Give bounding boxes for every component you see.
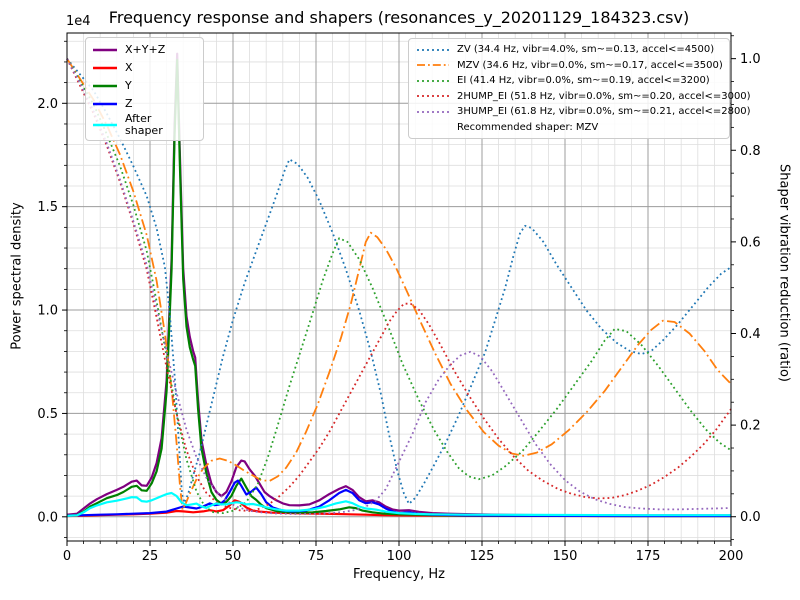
y-left-tick-label: 0.0 (37, 510, 58, 525)
legend-item-zv: ZV (34.4 Hz, vibr=4.0%, sm~=0.13, accel<… (416, 42, 722, 58)
y-axis-offset-label: 1e4 (66, 14, 91, 29)
legend-item-note: Recommended shaper: MZV (416, 120, 722, 136)
legend-item-label: After shaper (125, 112, 163, 137)
legend-psd: X+Y+Z X Y Z After shaper (85, 37, 204, 141)
x-axis-label: Frequency, Hz (352, 567, 446, 582)
legend-key (92, 99, 118, 109)
legend-key-after_shaper-line (93, 123, 117, 127)
x-tick-label: 75 (308, 549, 325, 564)
legend-key-xyz-line (93, 48, 117, 52)
y-right-tick-label: 0.4 (740, 327, 761, 342)
legend-item-label: MZV (34.6 Hz, vibr=0.0%, sm~=0.17, accel… (457, 59, 723, 71)
x-tick-label: 0 (63, 549, 71, 564)
series-3hump_ei-line (66, 58, 732, 515)
y-axis-label-left: Power spectral density (9, 202, 25, 350)
legend-key (416, 107, 450, 117)
legend-item-y: Y (92, 77, 197, 95)
legend-key-z-line (93, 102, 117, 106)
series-ei-line (66, 58, 732, 514)
x-tick-label: 125 (470, 549, 495, 564)
x-tick-label: 200 (719, 549, 744, 564)
legend-key (416, 45, 450, 55)
legend-item-mzv: MZV (34.6 Hz, vibr=0.0%, sm~=0.17, accel… (416, 58, 723, 74)
legend-shapers: ZV (34.4 Hz, vibr=4.0%, sm~=0.13, accel<… (408, 38, 751, 139)
legend-key-x-line (93, 66, 117, 70)
legend-key (416, 91, 450, 101)
legend-key (416, 76, 450, 86)
x-tick-label: 50 (225, 549, 242, 564)
legend-item-label: 3HUMP_EI (61.8 Hz, vibr=0.0%, sm~=0.21, … (457, 106, 751, 118)
legend-key-y-line (93, 84, 117, 88)
legend-item-2hump_ei: 2HUMP_EI (51.8 Hz, vibr=0.0%, sm~=0.20, … (416, 89, 751, 105)
axis-ticks: 0 25 50 75 100 125 150 175 200 0.0 0.5 1.0 1.5 2.0 0.0… (37, 35, 761, 564)
series-mzv-line (66, 58, 732, 511)
chart-title: Frequency response and shapers (resonanc… (108, 8, 690, 27)
legend-item-label: 2HUMP_EI (51.8 Hz, vibr=0.0%, sm~=0.20, … (457, 90, 751, 102)
legend-key (92, 63, 118, 73)
legend-item-label: Z (125, 97, 133, 110)
legend-item-label: X (125, 61, 133, 74)
x-tick-label: 150 (553, 549, 578, 564)
legend-item-3hump_ei: 3HUMP_EI (61.8 Hz, vibr=0.0%, sm~=0.21, … (416, 104, 751, 120)
series-after_shaper-line (66, 491, 731, 517)
series-zv-line (66, 58, 732, 505)
legend-item-x: X (92, 59, 197, 77)
x-tick-label: 100 (387, 549, 412, 564)
y-right-tick-label: 0.2 (740, 419, 761, 434)
legend-item-label: X+Y+Z (125, 43, 166, 56)
y-right-tick-label: 0.8 (740, 144, 761, 159)
legend-key (92, 45, 118, 55)
legend-key-zv-line (417, 48, 449, 51)
y-left-tick-label: 2.0 (37, 97, 58, 112)
legend-item-ei: EI (41.4 Hz, vibr=0.0%, sm~=0.19, accel<… (416, 73, 722, 89)
y-left-tick-label: 1.5 (37, 200, 58, 215)
y-left-tick-label: 0.5 (37, 407, 58, 422)
y-left-tick-label: 1.0 (37, 304, 58, 319)
y-right-tick-label: 1.0 (740, 52, 761, 67)
legend-key-3hump_ei-line (417, 110, 449, 113)
legend-item-z: Z (92, 95, 197, 113)
y-right-tick-label: 0.6 (740, 235, 761, 250)
legend-key (92, 120, 118, 130)
x-tick-label: 25 (142, 549, 159, 564)
series-xyz-line (66, 52, 731, 517)
legend-key-2hump_ei-line (417, 95, 449, 98)
legend-item-label: Y (125, 79, 132, 92)
legend-item-xyz: X+Y+Z (92, 41, 197, 59)
legend-item-label: ZV (34.4 Hz, vibr=4.0%, sm~=0.13, accel<… (457, 44, 715, 56)
legend-key (416, 60, 450, 70)
legend-key-mzv-line (417, 64, 449, 67)
legend-item-after_shaper: After shaper (92, 113, 197, 137)
legend-item-label: EI (41.4 Hz, vibr=0.0%, sm~=0.19, accel<… (457, 75, 710, 87)
y-axis-label-right: Shaper vibration reduction (ratio) (776, 164, 792, 382)
x-tick-label: 175 (636, 549, 661, 564)
legend-key (92, 81, 118, 91)
legend-key-ei-line (417, 79, 449, 82)
recommended-shaper-note: Recommended shaper: MZV (457, 121, 599, 133)
y-right-tick-label: 0.0 (740, 510, 761, 525)
